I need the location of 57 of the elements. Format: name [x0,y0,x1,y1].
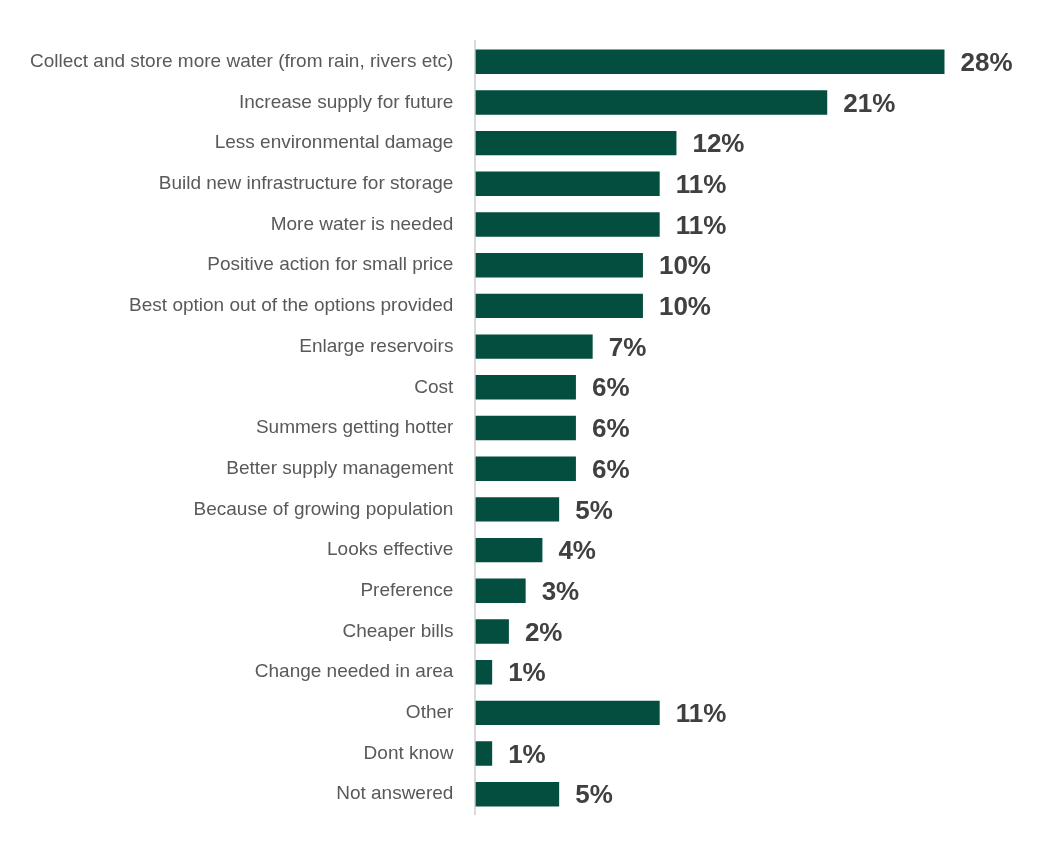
y-tick-label: Cost [414,375,455,397]
bar [475,497,560,522]
y-tick-label: Because of growing population [193,497,454,519]
y-tick-label: Other [405,701,455,723]
y-tick-label: Better supply management [226,456,455,478]
y-tick-label: Looks effective [326,538,454,560]
y-tick-label: Enlarge reservoirs [299,334,454,356]
data-label: 10% [658,250,711,281]
bar [475,375,576,400]
y-tick-label: Cheaper bills [342,619,454,641]
data-label: 4% [558,535,596,566]
y-tick-label: Preference [360,579,454,601]
bar [475,293,643,319]
y-tick-label: Not answered [336,782,454,804]
y-tick-label: Collect and store more water (from rain, rivers etc) [29,49,454,71]
bar [475,782,560,807]
y-tick-label: Less environmental damage [214,131,454,153]
bar [475,659,493,685]
data-label: 3% [541,575,580,606]
bar [475,212,660,237]
bar [475,619,509,644]
data-label: 7% [608,331,647,362]
bar [475,334,593,359]
y-tick-label: Summers getting hotter [255,416,455,438]
bar [475,578,526,603]
data-label: 21% [843,87,896,118]
y-tick-label: Best option out of the options provided [129,294,454,316]
data-label: 1% [508,657,546,688]
data-label: 11% [675,169,727,199]
data-label: 10% [658,291,711,322]
y-tick-label: Change needed in area [254,660,454,682]
bar [475,537,543,563]
y-tick-label: Dont know [363,741,454,763]
bar [475,130,677,156]
y-tick-label: Positive action for small price [207,253,454,275]
data-label: 11% [675,209,727,240]
data-label: 28% [960,46,1013,77]
data-label: 11% [675,698,727,729]
data-label: 6% [591,453,630,484]
y-tick-label: Build new infrastructure for storage [158,172,454,194]
bar [475,253,643,278]
y-tick-label: Increase supply for future [239,90,454,112]
bar [475,171,660,197]
bar [475,741,493,766]
bar [475,49,945,74]
data-label: 5% [575,779,613,810]
data-label: 6% [591,372,630,403]
bar [475,700,660,726]
bar [475,456,576,481]
data-label: 2% [524,616,563,647]
data-label: 6% [591,413,630,444]
bar [475,90,828,115]
data-label: 12% [692,128,745,159]
data-label: 5% [575,494,613,525]
bar [475,415,576,441]
data-label: 1% [508,738,546,769]
y-tick-label: More water is needed [270,212,454,234]
